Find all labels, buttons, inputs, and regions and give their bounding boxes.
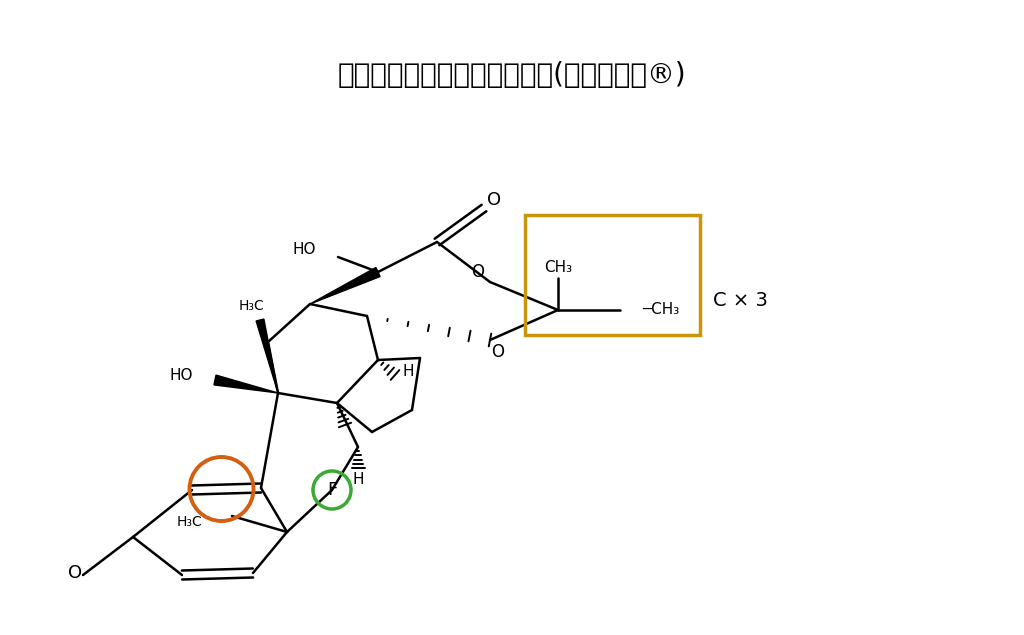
Text: トリアムシノロンアセトニド(レダコート®): トリアムシノロンアセトニド(レダコート®)	[338, 61, 686, 89]
Text: H: H	[352, 472, 364, 488]
Bar	[525, 215, 700, 335]
Text: H₃C: H₃C	[240, 299, 265, 313]
Polygon shape	[310, 267, 380, 304]
Polygon shape	[214, 375, 278, 393]
Text: C × 3: C × 3	[713, 290, 767, 309]
Text: H₃C: H₃C	[176, 515, 202, 529]
Text: O: O	[471, 263, 484, 281]
Text: ─CH₃: ─CH₃	[642, 302, 679, 318]
Text: O: O	[487, 191, 501, 209]
Text: O: O	[68, 564, 82, 582]
Text: O: O	[492, 343, 505, 361]
Text: H: H	[402, 364, 414, 380]
Text: HO: HO	[293, 241, 316, 257]
Text: F: F	[327, 481, 337, 499]
Text: CH₃: CH₃	[544, 260, 572, 276]
Text: HO: HO	[170, 368, 193, 382]
Polygon shape	[256, 319, 278, 393]
